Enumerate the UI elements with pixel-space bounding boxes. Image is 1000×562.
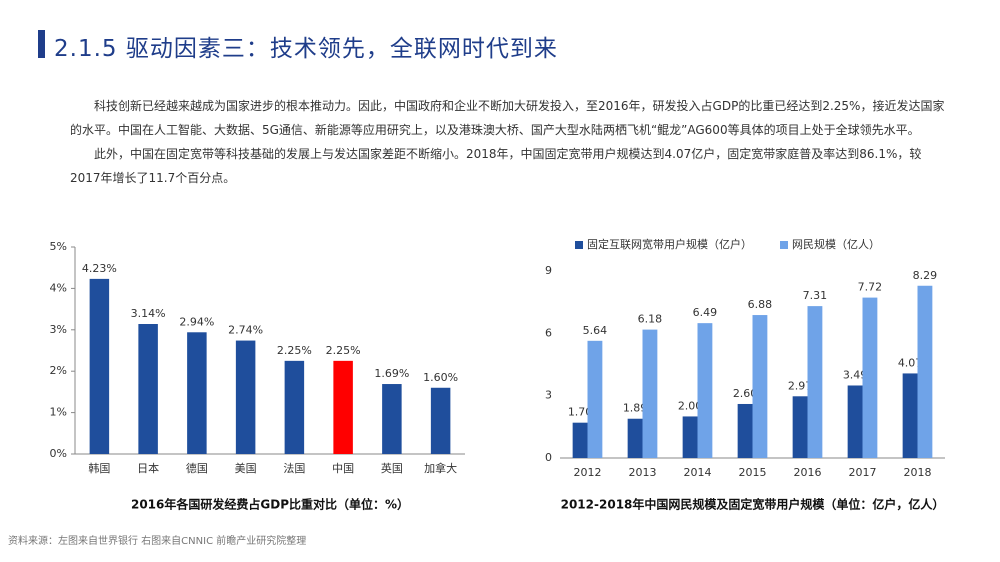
bar xyxy=(807,306,823,458)
x-tick-label: 2016 xyxy=(794,466,822,479)
bar xyxy=(138,324,158,454)
x-tick-label: 英国 xyxy=(381,461,403,475)
y-tick-label: 3% xyxy=(50,323,67,336)
y-tick-label: 6 xyxy=(545,326,552,339)
paragraph: 此外，中国在固定宽带等科技基础的发展上与发达国家差距不断缩小。2018年，中国固… xyxy=(70,147,922,185)
bar xyxy=(572,422,588,458)
bar xyxy=(737,403,753,458)
x-tick-label: 2018 xyxy=(904,466,932,479)
bar xyxy=(382,384,402,454)
bar xyxy=(627,418,643,458)
value-label: 1.60% xyxy=(423,371,458,384)
bar xyxy=(587,340,603,458)
body-text: 科技创新已经越来越成为国家进步的根本推动力。因此，中国政府和企业不断加大研发投入… xyxy=(70,94,950,190)
x-tick-label: 加拿大 xyxy=(424,461,457,475)
x-tick-label: 2014 xyxy=(684,466,712,479)
legend-label: 固定互联网宽带用户规模（亿户） xyxy=(587,237,752,251)
x-tick-label: 美国 xyxy=(235,462,257,475)
bar xyxy=(642,329,658,458)
chart-title: 2016年各国研发经费占GDP比重对比（单位：%） xyxy=(131,497,409,512)
bar xyxy=(862,297,878,458)
value-label: 2.94% xyxy=(179,315,214,328)
value-label: 6.49 xyxy=(693,306,718,319)
title-accent xyxy=(38,30,45,58)
value-label: 8.29 xyxy=(913,269,938,282)
value-label: 4.07 xyxy=(898,356,923,369)
value-label: 1.70 xyxy=(568,406,593,419)
y-tick-label: 2% xyxy=(50,364,67,377)
bar xyxy=(284,360,305,454)
legend-label: 网民规模（亿人） xyxy=(792,237,880,251)
source-note: 资料来源：左图来自世界银行 右图来自CNNIC 前瞻产业研究院整理 xyxy=(8,536,307,547)
value-label: 7.31 xyxy=(803,289,828,302)
y-tick-label: 1% xyxy=(50,406,67,419)
x-tick-label: 中国 xyxy=(332,462,354,475)
x-tick-label: 法国 xyxy=(283,461,305,475)
bar xyxy=(697,323,713,458)
value-label: 1.69% xyxy=(374,367,409,380)
bar xyxy=(917,285,933,458)
value-label: 3.14% xyxy=(131,307,166,320)
x-tick-label: 德国 xyxy=(186,461,208,475)
bar xyxy=(752,315,768,458)
bar xyxy=(187,332,207,454)
value-label: 6.18 xyxy=(638,313,663,326)
value-label: 5.64 xyxy=(583,324,608,337)
value-label: 2.74% xyxy=(228,324,263,337)
value-label: 2.00 xyxy=(678,399,703,412)
bar xyxy=(682,416,698,458)
bar xyxy=(430,387,451,454)
x-tick-label: 2017 xyxy=(849,466,877,479)
y-tick-label: 4% xyxy=(50,281,67,294)
legend-swatch xyxy=(780,241,788,249)
value-label: 2.60 xyxy=(733,387,758,400)
value-label: 7.72 xyxy=(858,281,883,294)
bar xyxy=(847,385,863,458)
value-label: 2.97 xyxy=(788,379,813,392)
value-label: 1.89 xyxy=(623,402,648,415)
value-label: 6.88 xyxy=(748,298,773,311)
y-tick-label: 3 xyxy=(545,389,552,402)
x-tick-label: 韩国 xyxy=(88,461,110,475)
x-tick-label: 2013 xyxy=(629,466,657,479)
value-label: 2.25% xyxy=(326,344,361,357)
bar xyxy=(902,373,918,458)
x-tick-label: 2012 xyxy=(574,466,602,479)
x-tick-label: 2015 xyxy=(739,466,767,479)
y-tick-label: 5% xyxy=(50,240,67,253)
bar xyxy=(792,396,808,458)
y-tick-label: 0% xyxy=(50,447,67,460)
y-tick-label: 0 xyxy=(545,451,552,464)
paragraph: 科技创新已经越来越成为国家进步的根本推动力。因此，中国政府和企业不断加大研发投入… xyxy=(70,99,945,137)
legend-swatch xyxy=(575,241,583,249)
slide-title: 2.1.5 驱动因素三：技术领先，全联网时代到来 xyxy=(54,36,558,62)
value-label: 2.25% xyxy=(277,344,312,357)
bar xyxy=(235,340,256,454)
value-label: 4.23% xyxy=(82,262,117,275)
x-tick-label: 日本 xyxy=(137,461,159,475)
value-label: 3.49 xyxy=(843,368,868,381)
bar xyxy=(89,278,110,454)
y-tick-label: 9 xyxy=(545,264,552,277)
chart-title: 2012-2018年中国网民规模及固定宽带用户规模（单位：亿户，亿人） xyxy=(561,497,945,512)
bar xyxy=(333,360,353,454)
